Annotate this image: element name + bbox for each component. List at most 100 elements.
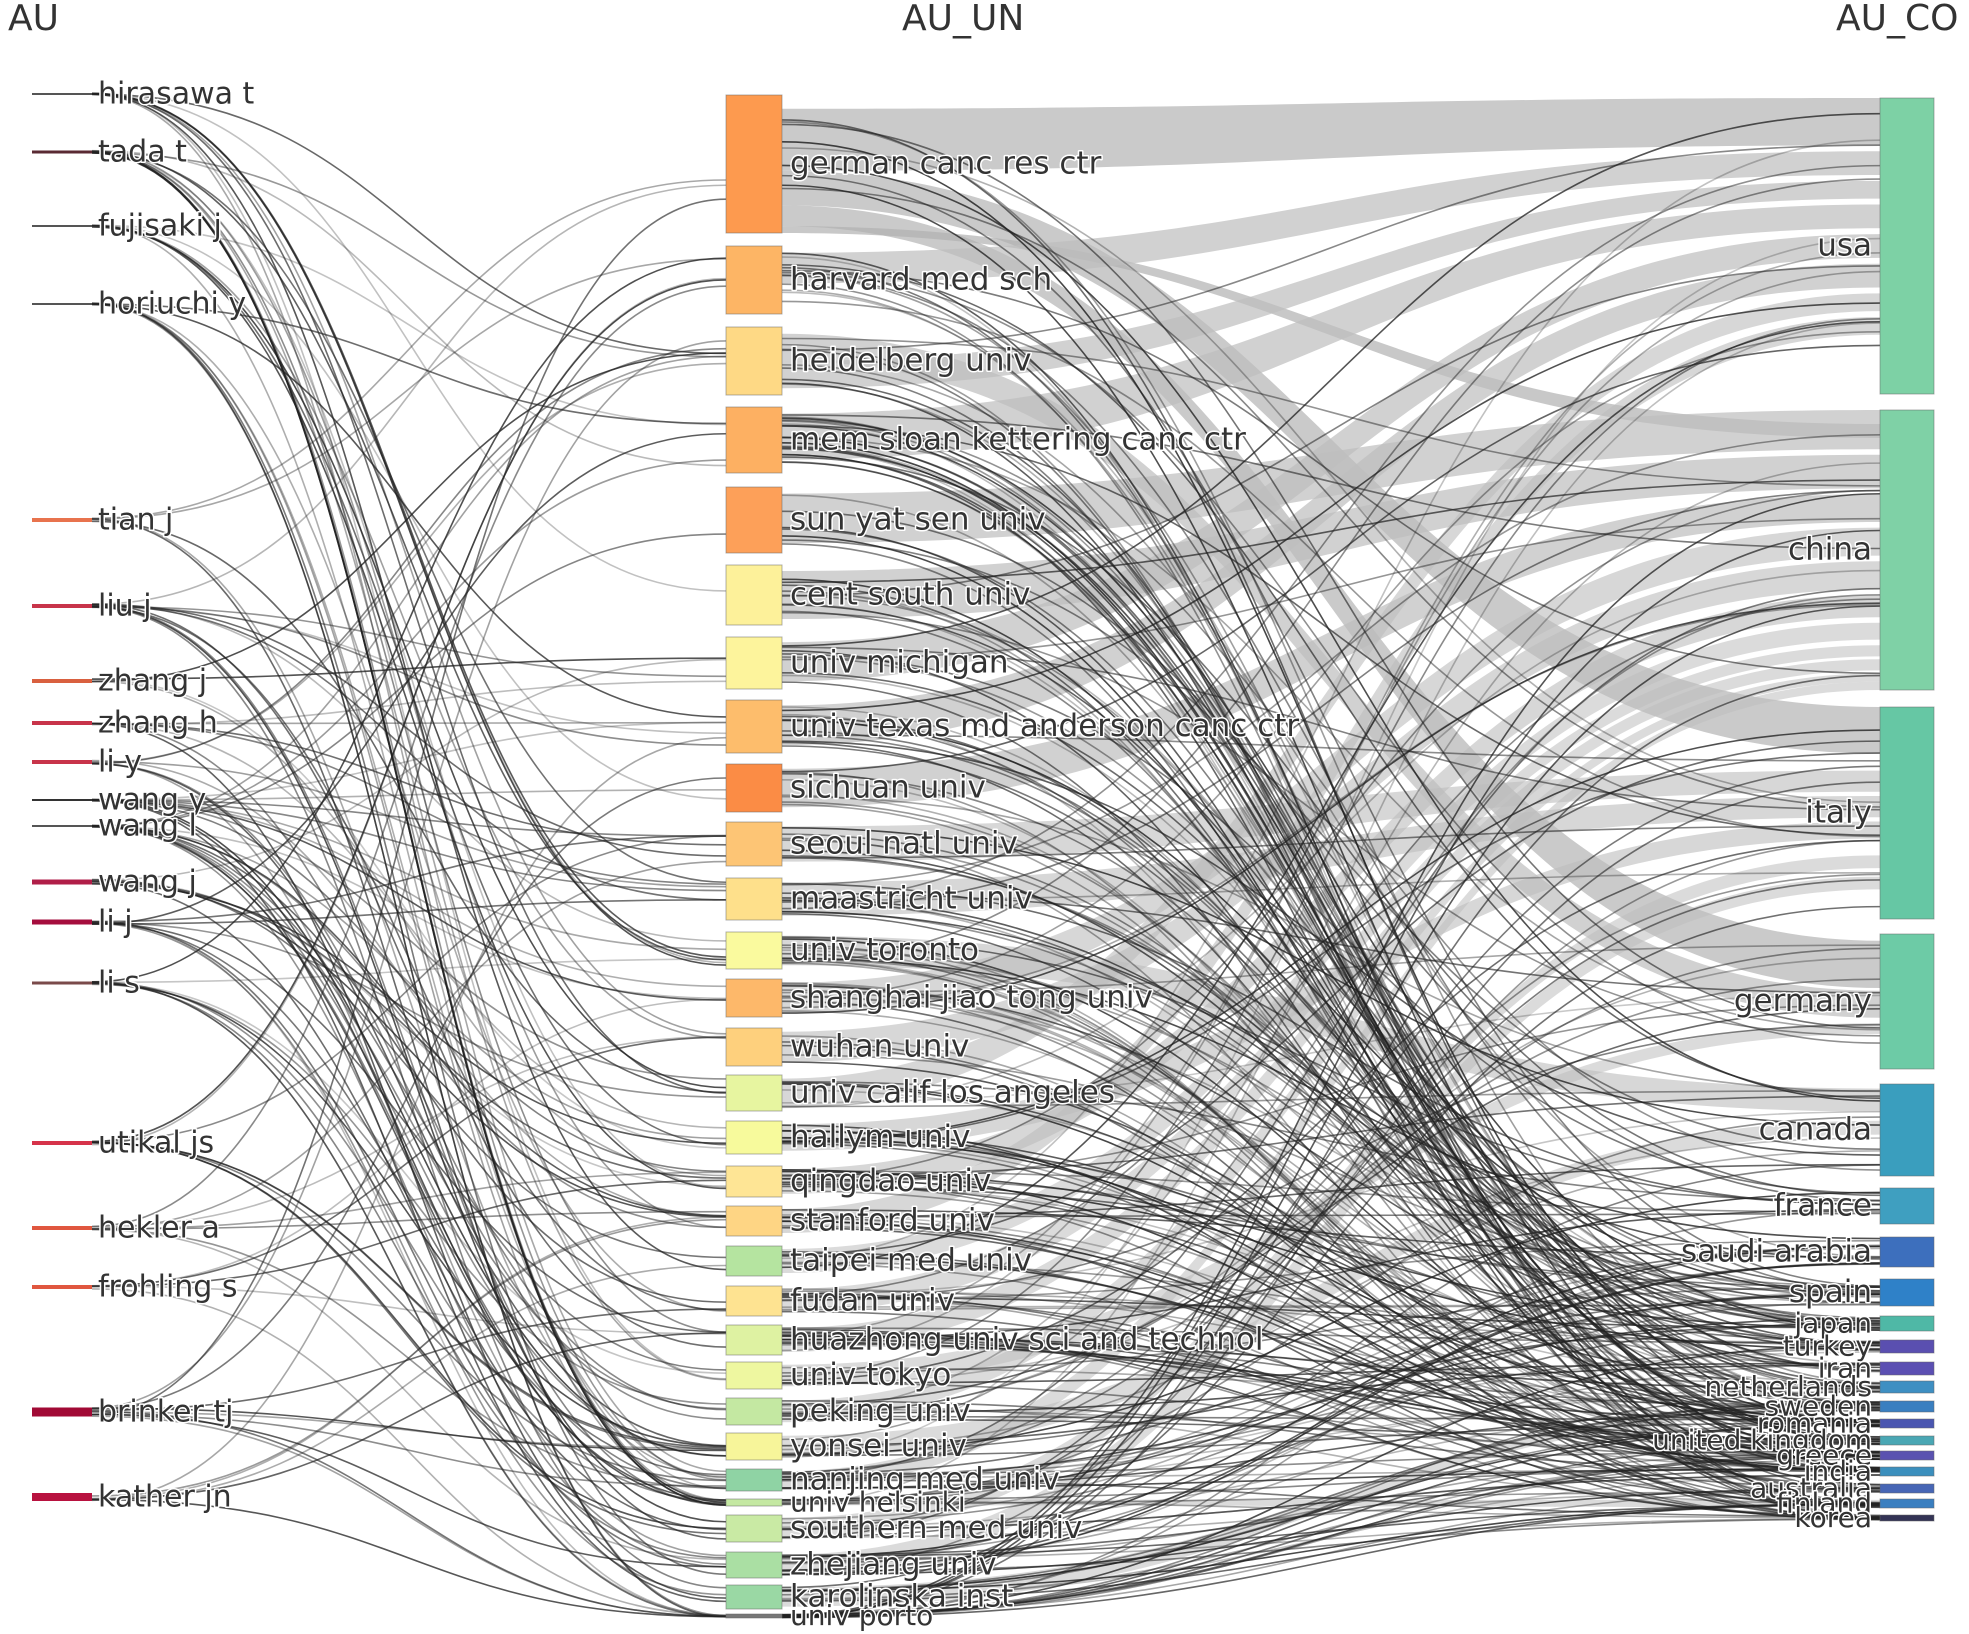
country-node-netherlands[interactable] [1879,1380,1935,1394]
flow-strand-kather-jn-to-huazhong-univ-sci-and-technol [91,1332,727,1500]
author-node-wang-j[interactable] [32,879,92,885]
author-node-horiuchi-y[interactable] [32,303,92,305]
author-node-li-s[interactable] [32,981,92,985]
country-node-iran[interactable] [1879,1361,1935,1376]
university-label-univ-texas-md-anderson-canc-ctr: univ texas md anderson canc ctr [790,708,1299,744]
flow-strand-taipei-med-univ-to-finland [781,1262,1881,1504]
flow-strand-fudan-univ-to-china [781,598,1881,1296]
flow-strand-horiuchi-y-to-univ-helsinki [91,302,727,1502]
university-label-zhejiang-univ: zhejiang univ [790,1547,997,1583]
country-node-usa[interactable] [1879,97,1935,395]
country-label-france: france [1774,1188,1872,1224]
university-node-qingdao-univ[interactable] [725,1165,783,1198]
flow-strand-peking-univ-to-united-kingdom [781,1418,1881,1440]
university-node-wuhan-univ[interactable] [725,1027,783,1067]
country-node-saudi-arabia[interactable] [1879,1236,1935,1268]
university-node-huazhong-univ-sci-and-technol[interactable] [725,1324,783,1356]
university-node-nanjing-med-univ[interactable] [725,1468,783,1492]
flow-strand-taipei-med-univ-to-italy [781,740,1881,1256]
flow-strand-shanghai-jiao-tong-univ-to-usa [781,330,1881,999]
country-node-turkey[interactable] [1879,1339,1935,1354]
country-node-germany[interactable] [1879,933,1935,1070]
author-node-wang-l[interactable] [32,825,92,827]
country-node-korea[interactable] [1879,1514,1935,1522]
country-node-italy[interactable] [1879,706,1935,920]
university-node-peking-univ[interactable] [725,1397,783,1426]
country-node-united-kingdom[interactable] [1879,1435,1935,1446]
university-node-univ-texas-md-anderson-canc-ctr[interactable] [725,699,783,754]
country-node-spain[interactable] [1879,1278,1935,1307]
author-node-li-y[interactable] [32,760,92,764]
flow-strand-zhang-j-to-qingdao-univ [91,680,727,1177]
university-node-zhejiang-univ[interactable] [725,1551,783,1579]
country-node-romania[interactable] [1879,1418,1935,1429]
university-node-fudan-univ[interactable] [725,1285,783,1317]
author-node-hekler-a[interactable] [32,1226,92,1230]
flow-strand-zhejiang-univ-to-spain [781,1301,1881,1559]
flow-ribbon-cent-south-univ-to-china [782,454,1880,619]
university-node-univ-helsinki[interactable] [725,1498,783,1507]
author-node-zhang-h[interactable] [32,721,92,725]
university-node-hallym-univ[interactable] [725,1120,783,1155]
flow-strand-li-y-to-heidelberg-univ [91,347,727,765]
flow-strand-horiuchi-y-to-zhejiang-univ [91,302,727,1575]
university-node-yonsei-univ[interactable] [725,1432,783,1461]
university-node-sun-yat-sen-univ[interactable] [725,486,783,554]
author-node-kather-jn[interactable] [32,1493,92,1501]
author-node-brinker-tj[interactable] [32,1407,92,1417]
author-node-zhang-j[interactable] [32,679,92,683]
university-label-nanjing-med-univ: nanjing med univ [790,1462,1060,1498]
author-node-wang-y[interactable] [32,799,92,801]
flow-strand-univ-michigan-to-spain [781,671,1881,1289]
country-node-india[interactable] [1879,1466,1935,1477]
country-node-france[interactable] [1879,1187,1935,1225]
author-node-hirasawa-t[interactable] [32,93,92,95]
flow-strand-fujisaki-j-to-univ-calif-los-angeles [91,226,727,1089]
university-node-univ-porto[interactable] [725,1613,783,1619]
author-node-fujisaki-j[interactable] [32,225,92,227]
flow-strand-cent-south-univ-to-greece [781,584,1881,1454]
flow-strand-qingdao-univ-to-germany [781,1004,1881,1184]
country-node-finland[interactable] [1879,1498,1935,1509]
author-node-tada-t[interactable] [32,150,92,154]
university-node-cent-south-univ[interactable] [725,564,783,626]
flow-strand-univ-toronto-to-saudi-arabia [781,957,1881,1240]
university-node-univ-michigan[interactable] [725,636,783,690]
country-node-canada[interactable] [1879,1083,1935,1177]
university-node-mem-sloan-kettering-canc-ctr[interactable] [725,406,783,474]
author-label-li-j: li j [98,905,133,940]
flow-strand-univ-porto-to-france [781,1209,1881,1618]
university-node-southern-med-univ[interactable] [725,1514,783,1543]
university-node-univ-calif-los-angeles[interactable] [725,1074,783,1112]
university-node-univ-toronto[interactable] [725,931,783,970]
flow-strand-li-s-to-yonsei-univ [91,982,727,1447]
university-node-heidelberg-univ[interactable] [725,326,783,396]
university-node-harvard-med-sch[interactable] [725,245,783,315]
country-node-china[interactable] [1879,409,1935,691]
university-node-seoul-natl-univ[interactable] [725,821,783,867]
country-node-australia[interactable] [1879,1483,1935,1494]
flow-strand-univ-michigan-to-france [781,653,1881,1194]
author-node-li-j[interactable] [32,919,92,925]
university-node-stanford-univ[interactable] [725,1205,783,1237]
university-node-sichuan-univ[interactable] [725,763,783,813]
university-label-shanghai-jiao-tong-univ: shanghai jiao tong univ [790,980,1153,1016]
flow-strand-sun-yat-sen-univ-to-france [781,510,1881,1202]
flow-strand-harvard-med-sch-to-china [781,269,1881,675]
university-node-karolinska-inst[interactable] [725,1584,783,1610]
author-node-utikal-js[interactable] [32,1141,92,1145]
university-node-shanghai-jiao-tong-univ[interactable] [725,978,783,1018]
flow-strand-nanjing-med-univ-to-sweden [781,1409,1881,1490]
author-node-tian-j[interactable] [32,518,92,522]
flow-strand-utikal-js-to-harvard-med-sch [91,279,727,1143]
country-node-greece[interactable] [1879,1450,1935,1461]
university-node-taipei-med-univ[interactable] [725,1245,783,1277]
university-node-maastricht-univ[interactable] [725,877,783,921]
university-node-univ-tokyo[interactable] [725,1361,783,1390]
university-label-heidelberg-univ: heidelberg univ [790,343,1031,379]
author-node-frohling-s[interactable] [32,1285,92,1289]
author-node-liu-j[interactable] [32,604,92,608]
country-node-japan[interactable] [1879,1315,1935,1332]
country-node-sweden[interactable] [1879,1400,1935,1413]
university-node-german-canc-res-ctr[interactable] [725,94,783,234]
